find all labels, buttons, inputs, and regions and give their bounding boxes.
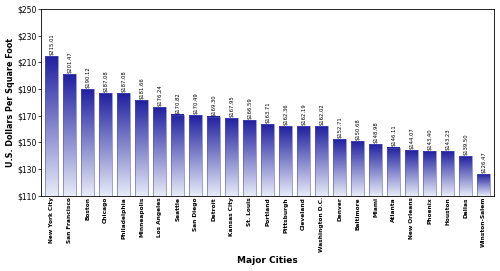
- Text: $126.47: $126.47: [481, 151, 486, 173]
- Text: $201.47: $201.47: [67, 51, 72, 73]
- Text: $169.30: $169.30: [211, 94, 216, 115]
- Bar: [370, 144, 382, 196]
- Text: $139.50: $139.50: [463, 134, 468, 155]
- Bar: [280, 126, 292, 196]
- Bar: [190, 115, 202, 196]
- Text: $150.68: $150.68: [355, 119, 360, 140]
- Text: $170.82: $170.82: [175, 92, 180, 114]
- Bar: [226, 118, 238, 196]
- Text: $144.07: $144.07: [409, 127, 414, 149]
- Bar: [244, 120, 256, 196]
- Text: $187.08: $187.08: [121, 70, 126, 92]
- Bar: [136, 100, 148, 196]
- Bar: [334, 139, 346, 196]
- Text: $170.49: $170.49: [193, 92, 198, 114]
- Text: $162.36: $162.36: [283, 103, 288, 125]
- Text: $143.23: $143.23: [445, 129, 450, 150]
- Text: $146.11: $146.11: [391, 125, 396, 146]
- Text: $152.71: $152.71: [337, 116, 342, 138]
- Text: $190.12: $190.12: [85, 66, 90, 88]
- Bar: [154, 107, 166, 196]
- Text: $167.95: $167.95: [229, 96, 234, 117]
- Bar: [262, 124, 274, 196]
- Bar: [46, 56, 58, 196]
- Text: $148.98: $148.98: [373, 121, 378, 143]
- Bar: [64, 74, 76, 196]
- Bar: [82, 89, 94, 196]
- Bar: [388, 147, 400, 196]
- Bar: [424, 151, 436, 196]
- Bar: [442, 151, 454, 196]
- X-axis label: Major Cities: Major Cities: [238, 256, 298, 265]
- Bar: [352, 141, 364, 196]
- Bar: [298, 126, 310, 196]
- Bar: [208, 117, 220, 196]
- Y-axis label: U.S. Dollars Per Square Foot: U.S. Dollars Per Square Foot: [6, 38, 15, 167]
- Bar: [100, 93, 112, 196]
- Bar: [460, 156, 472, 196]
- Text: $176.24: $176.24: [157, 85, 162, 106]
- Bar: [172, 115, 184, 196]
- Bar: [316, 126, 328, 196]
- Bar: [406, 150, 418, 196]
- Text: $162.02: $162.02: [319, 104, 324, 125]
- Text: $166.59: $166.59: [247, 97, 252, 119]
- Text: $163.71: $163.71: [265, 101, 270, 123]
- Bar: [118, 93, 130, 196]
- Text: $187.08: $187.08: [103, 70, 108, 92]
- Text: $181.66: $181.66: [139, 77, 144, 99]
- Text: $215.01: $215.01: [49, 33, 54, 55]
- Text: $143.40: $143.40: [427, 128, 432, 150]
- Bar: [478, 174, 490, 196]
- Text: $162.19: $162.19: [301, 103, 306, 125]
